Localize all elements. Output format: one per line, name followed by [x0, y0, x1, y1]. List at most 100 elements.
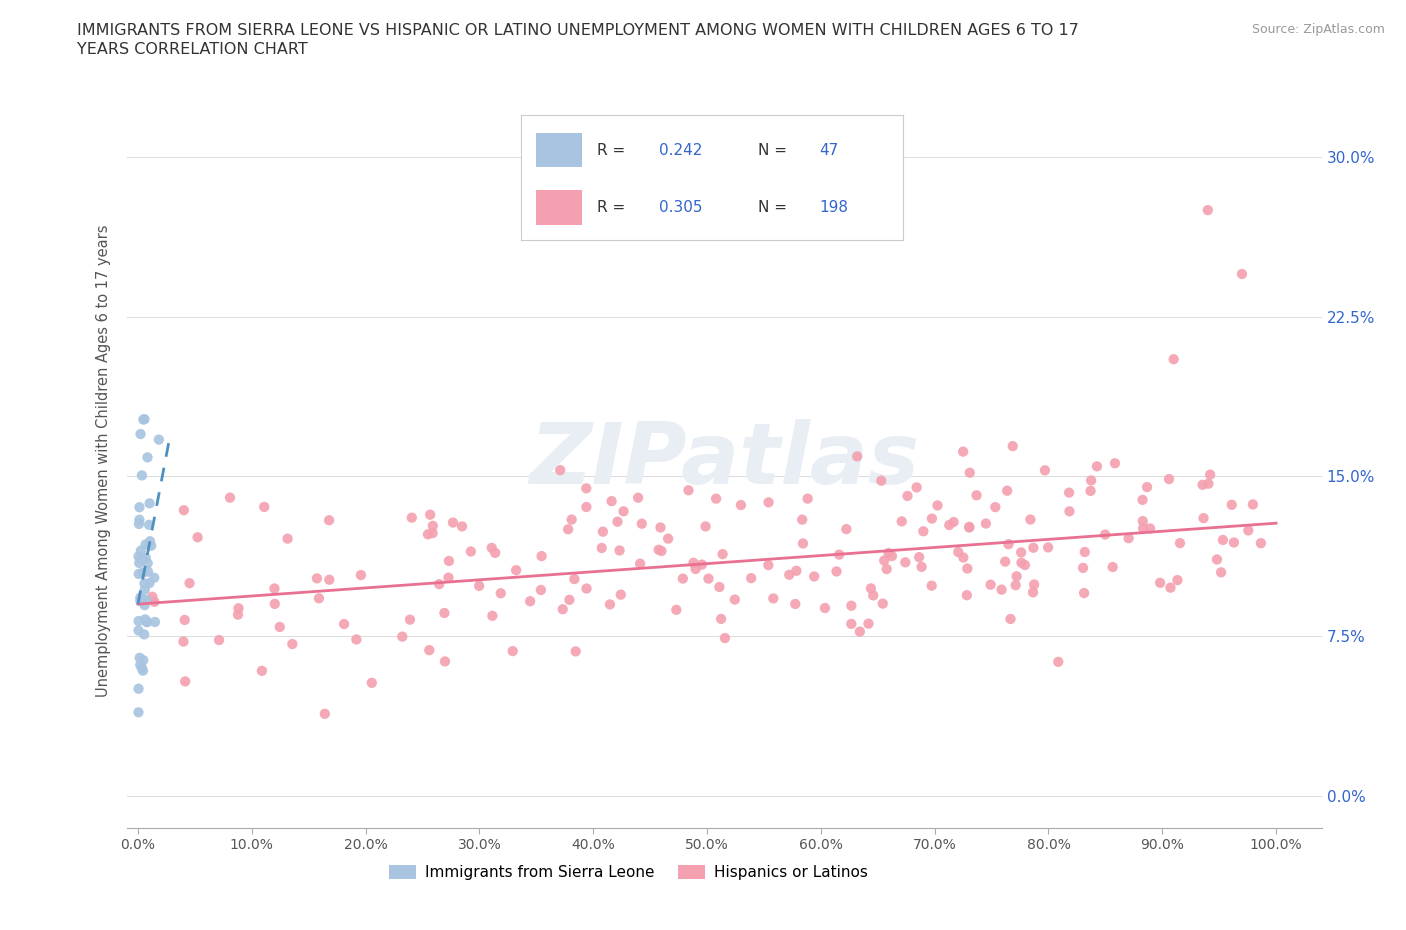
Point	[131, 660, 153, 675]
Point	[1080, 484, 1102, 498]
Point	[419, 507, 441, 522]
Point	[841, 598, 863, 613]
Point	[138, 517, 160, 532]
Point	[138, 496, 160, 511]
Point	[134, 582, 156, 597]
Point	[1192, 511, 1215, 525]
Point	[990, 582, 1012, 597]
Point	[134, 598, 156, 613]
Point	[1132, 492, 1154, 507]
Point	[281, 637, 304, 652]
Point	[263, 596, 285, 611]
Point	[1010, 545, 1032, 560]
Point	[792, 512, 814, 527]
Point	[134, 576, 156, 591]
Point	[134, 627, 156, 642]
Point	[173, 613, 195, 628]
Point	[921, 512, 943, 526]
Point	[859, 581, 882, 596]
Point	[835, 522, 858, 537]
Point	[870, 473, 893, 488]
Point	[128, 614, 150, 629]
Point	[839, 617, 862, 631]
Point	[530, 549, 553, 564]
Point	[730, 498, 752, 512]
Point	[610, 587, 633, 602]
Point	[557, 522, 579, 537]
Point	[1022, 585, 1045, 600]
Point	[1005, 569, 1028, 584]
Point	[143, 594, 166, 609]
Point	[143, 615, 166, 630]
Point	[876, 562, 898, 577]
Point	[758, 495, 780, 510]
Point	[136, 615, 159, 630]
Point	[803, 569, 825, 584]
Point	[360, 675, 382, 690]
Point	[1212, 533, 1234, 548]
Point	[219, 490, 242, 505]
Point	[938, 518, 960, 533]
Point	[980, 578, 1002, 592]
Point	[135, 537, 157, 551]
Point	[172, 634, 194, 649]
Point	[468, 578, 491, 593]
Point	[1157, 472, 1180, 486]
Point	[647, 542, 669, 557]
Point	[1004, 578, 1026, 592]
Point	[1024, 578, 1046, 592]
Point	[724, 592, 747, 607]
Point	[308, 591, 330, 605]
Point	[1014, 558, 1036, 573]
Point	[630, 516, 652, 531]
Point	[208, 632, 231, 647]
Point	[128, 566, 150, 581]
Point	[132, 663, 155, 678]
Point	[1223, 535, 1246, 550]
Point	[956, 561, 979, 576]
Point	[1197, 476, 1219, 491]
Point	[1250, 536, 1272, 551]
Point	[391, 629, 413, 644]
Point	[1136, 480, 1159, 495]
Point	[814, 601, 837, 616]
Point	[714, 631, 737, 645]
Point	[141, 538, 163, 553]
Point	[129, 593, 152, 608]
Point	[437, 553, 460, 568]
Point	[905, 480, 928, 495]
Point	[575, 581, 598, 596]
Point	[1080, 473, 1102, 488]
Point	[132, 653, 155, 668]
Point	[441, 515, 464, 530]
Point	[135, 592, 157, 607]
Point	[561, 512, 583, 527]
Point	[650, 544, 672, 559]
Point	[682, 555, 704, 570]
Point	[489, 586, 512, 601]
Point	[600, 494, 623, 509]
Point	[1033, 463, 1056, 478]
Point	[318, 512, 340, 527]
Point	[134, 412, 156, 427]
Point	[350, 567, 373, 582]
Point	[952, 445, 974, 459]
Point	[612, 504, 634, 519]
Point	[129, 658, 152, 672]
Point	[333, 617, 356, 631]
Point	[1220, 498, 1243, 512]
Point	[1166, 573, 1188, 588]
Point	[756, 558, 779, 573]
Point	[481, 608, 503, 623]
Point	[1047, 655, 1070, 670]
Point	[1001, 439, 1024, 454]
Legend: Immigrants from Sierra Leone, Hispanics or Latinos: Immigrants from Sierra Leone, Hispanics …	[382, 859, 875, 886]
Point	[1118, 531, 1140, 546]
Point	[575, 481, 598, 496]
Point	[226, 607, 249, 622]
Point	[1206, 552, 1229, 567]
Point	[650, 520, 672, 535]
Point	[1163, 352, 1185, 366]
Point	[1241, 497, 1264, 512]
Point	[136, 565, 159, 579]
